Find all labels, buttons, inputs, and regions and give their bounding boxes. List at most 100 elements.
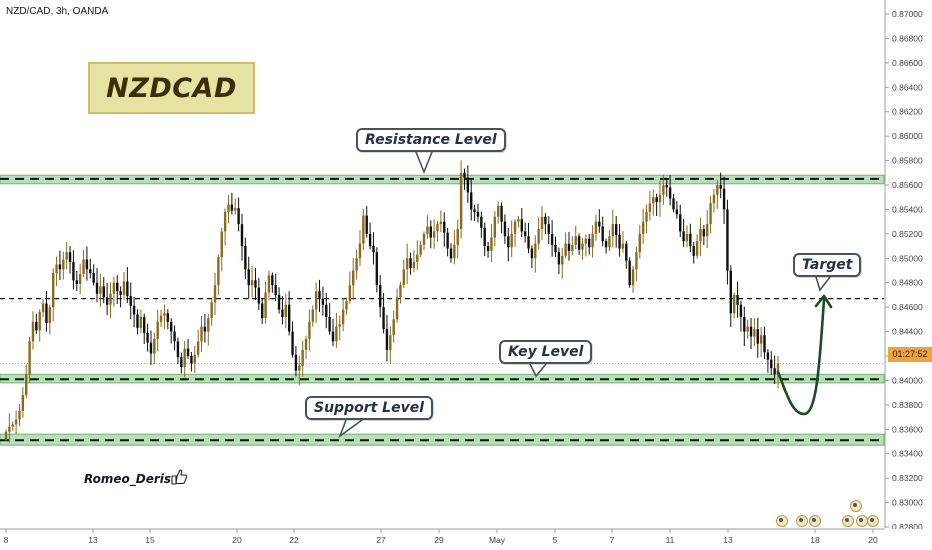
- candle-body: [149, 342, 153, 354]
- x-tick-label: 13: [88, 535, 98, 545]
- candle-body: [382, 307, 385, 330]
- candle-body: [132, 305, 136, 315]
- candle-body: [652, 197, 655, 204]
- candle-body: [645, 211, 648, 222]
- candle-body: [102, 286, 105, 298]
- candle-body: [207, 318, 210, 332]
- y-tick-label: 0.86400: [892, 82, 923, 92]
- candle-body: [773, 368, 776, 375]
- candle-body: [234, 208, 237, 211]
- candle-body: [476, 211, 480, 217]
- candle-body: [567, 243, 571, 251]
- candle-body: [379, 285, 382, 308]
- candle-body: [237, 208, 240, 225]
- candle-body: [267, 275, 271, 293]
- candle-body: [584, 238, 588, 244]
- candle-body: [719, 185, 722, 189]
- candle-body: [385, 329, 389, 350]
- candle-body: [277, 294, 281, 310]
- candle-body: [314, 291, 318, 310]
- candle-body: [726, 209, 729, 271]
- candle-body: [308, 321, 311, 339]
- candle-body: [591, 233, 594, 248]
- candle-body: [257, 287, 261, 304]
- candle-body: [399, 285, 402, 298]
- candle-body: [571, 244, 574, 251]
- candle-body: [588, 238, 591, 248]
- event-icon-dot: [779, 518, 783, 522]
- y-tick-label: 0.83400: [892, 449, 923, 459]
- event-icon-dot: [870, 518, 874, 522]
- candle-body: [55, 264, 58, 273]
- event-icon-dot: [853, 503, 857, 507]
- candle-body: [362, 215, 365, 244]
- candle-body: [749, 326, 753, 337]
- candle-body: [4, 431, 8, 440]
- candle-body: [594, 221, 598, 234]
- candle-body: [446, 232, 449, 249]
- candle-body: [153, 338, 156, 354]
- candle-body: [756, 329, 759, 344]
- candle-body: [365, 215, 368, 234]
- thumbs-up-icon: [171, 469, 188, 485]
- candle-body: [200, 326, 203, 342]
- candle-body: [389, 335, 392, 350]
- event-icon-dot: [859, 518, 863, 522]
- candle-body: [416, 254, 419, 262]
- candle-body: [490, 237, 493, 251]
- candle-body: [483, 227, 486, 247]
- candle-body: [449, 248, 453, 259]
- candle-body: [712, 194, 716, 204]
- candle-body: [247, 269, 250, 286]
- x-tick-label: 20: [232, 535, 242, 545]
- y-tick-label: 0.83200: [892, 473, 923, 483]
- candle-body: [230, 204, 234, 211]
- candle-body: [355, 258, 358, 271]
- y-tick-label: 0.83800: [892, 400, 923, 410]
- candle-body: [537, 228, 540, 244]
- candle-body: [459, 172, 463, 229]
- candle-body: [550, 233, 554, 245]
- candle-body: [598, 221, 601, 227]
- candle-body: [352, 270, 355, 286]
- candle-body: [564, 243, 567, 256]
- candle-body: [143, 316, 146, 333]
- x-tick-label: May: [489, 535, 506, 545]
- candle-body: [328, 316, 331, 332]
- candle-body: [345, 301, 348, 310]
- target-arrowhead: [814, 294, 833, 309]
- candle-body: [554, 244, 557, 253]
- key-level-callout-tail: [529, 363, 547, 378]
- candle-body: [574, 236, 577, 245]
- candle-body: [85, 259, 89, 270]
- candle-body: [368, 233, 372, 247]
- candle-body: [466, 177, 470, 193]
- candle-body: [409, 258, 412, 269]
- candle-body: [763, 335, 766, 353]
- candle-body: [180, 357, 183, 367]
- candle-body: [480, 216, 483, 228]
- candle-body: [14, 419, 18, 425]
- candle-body: [395, 297, 399, 320]
- price-axis-area: [885, 0, 932, 550]
- event-icon-dot: [799, 518, 803, 522]
- candle-body: [109, 293, 112, 305]
- candle-body: [496, 205, 500, 217]
- candle-body: [18, 410, 21, 420]
- y-tick-label: 0.85800: [892, 156, 923, 166]
- candle-body: [176, 341, 180, 358]
- candle-body: [577, 236, 581, 250]
- candle-body: [62, 259, 65, 270]
- y-tick-label: 0.82800: [892, 522, 923, 532]
- candle-body: [271, 275, 274, 286]
- candle-body: [210, 302, 213, 319]
- candle-body: [766, 352, 770, 360]
- candle-body: [95, 282, 99, 294]
- candle-body: [392, 319, 395, 336]
- candle-body: [48, 307, 52, 324]
- key-level-callout: Key Level: [499, 340, 593, 364]
- candle-body: [513, 221, 517, 234]
- target-callout: Target: [793, 253, 862, 277]
